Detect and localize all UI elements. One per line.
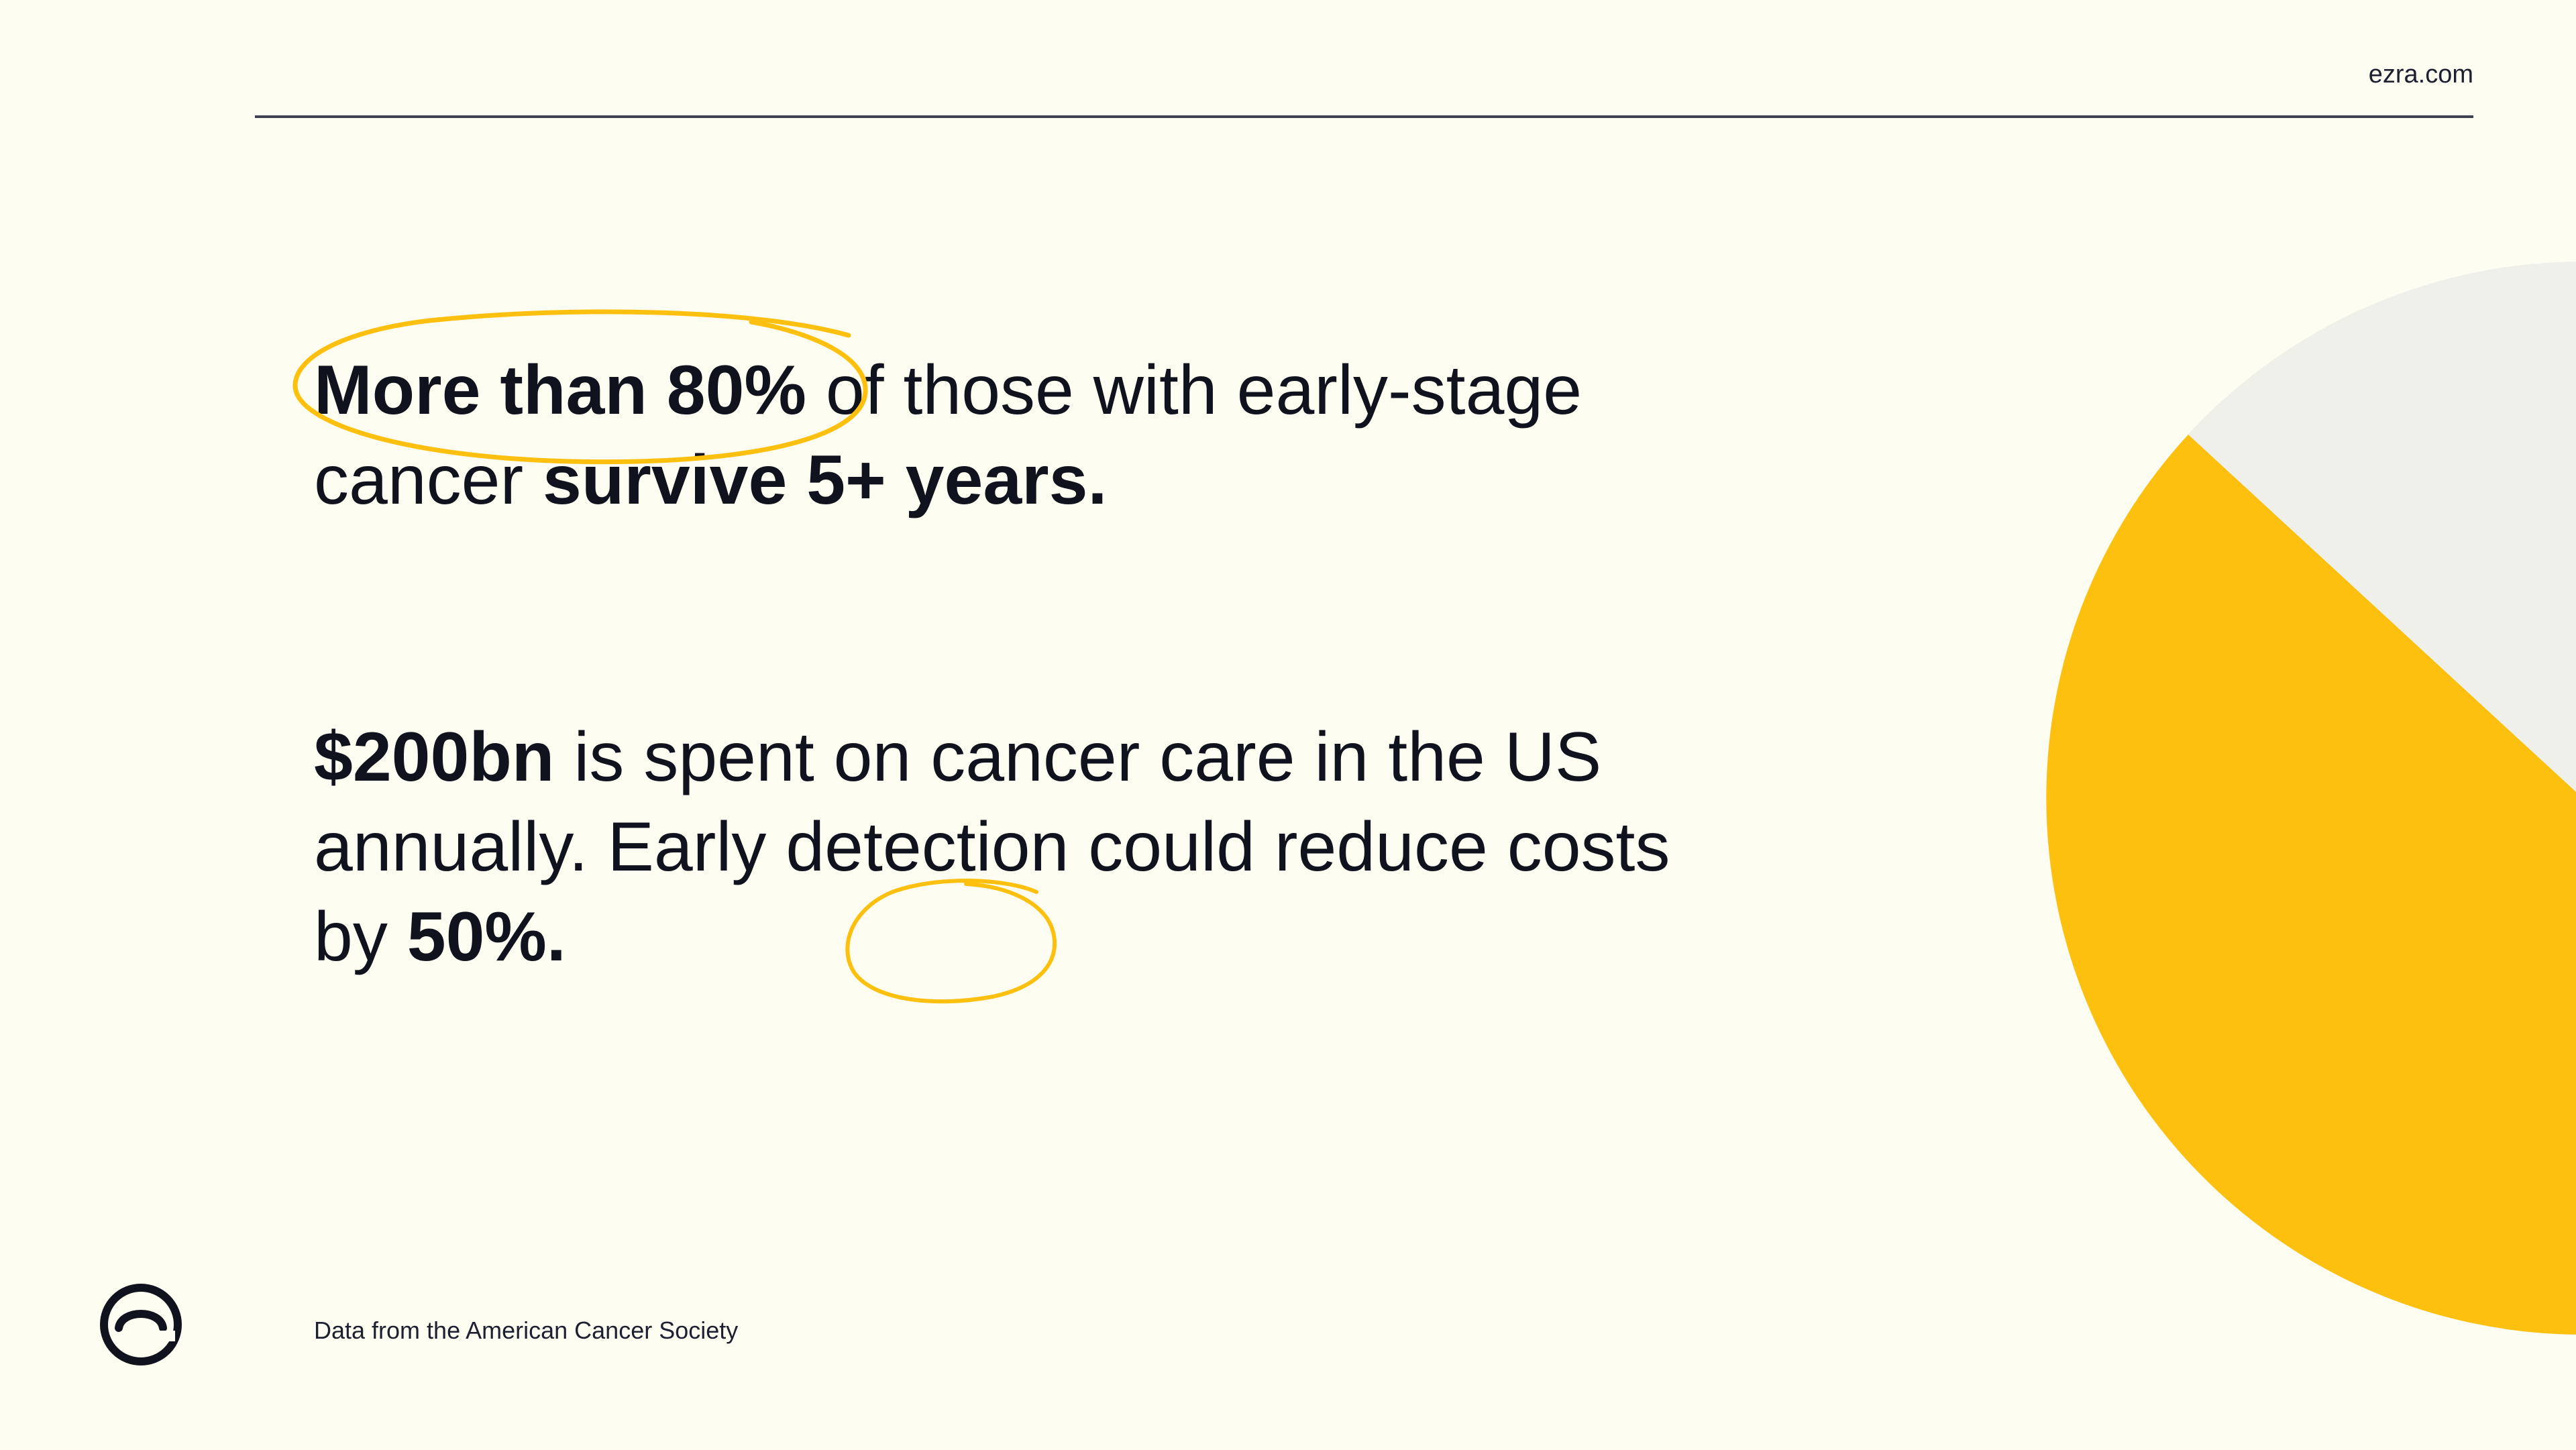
- stat-survival-bold: survive 5+ years.: [543, 441, 1108, 519]
- stat-cost-highlight: 50%.: [407, 898, 566, 976]
- stat-cost: $200bn is spent on cancer care in the US…: [314, 712, 1696, 982]
- stat-survival: More than 80% of those with early-stage …: [314, 345, 1589, 525]
- site-link[interactable]: ezra.com: [2368, 60, 2473, 89]
- stat-cost-bold: $200bn: [314, 718, 555, 796]
- top-divider: [255, 115, 2473, 118]
- pie-slice-light: [2046, 262, 2576, 1335]
- stat-survival-highlight: More than 80%: [314, 351, 806, 429]
- source-note: Data from the American Cancer Society: [314, 1317, 739, 1344]
- stat-cost-text: is spent on cancer care in the US annual…: [314, 718, 1670, 976]
- pie-slice-yellow: [2046, 435, 2576, 1335]
- ezra-logo-icon: [100, 1284, 182, 1365]
